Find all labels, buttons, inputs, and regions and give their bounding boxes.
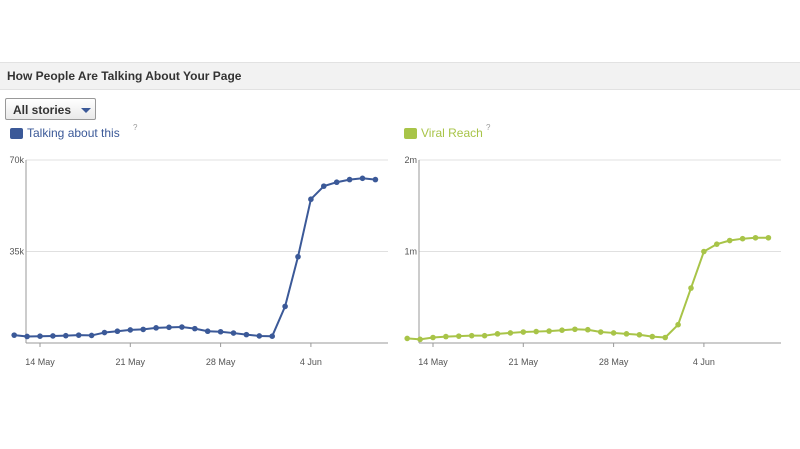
data-point — [359, 175, 366, 182]
data-point — [333, 179, 340, 186]
viral-reach-chart: 2m 1m 14 May 21 May 28 May 4 Jun — [404, 155, 781, 367]
data-point — [295, 253, 301, 260]
data-point — [623, 331, 630, 337]
data-point — [636, 331, 643, 338]
data-point — [282, 303, 288, 310]
x-tick-label: 28 May — [599, 357, 629, 367]
data-point — [269, 333, 276, 340]
data-point — [63, 332, 69, 339]
x-tick-label: 28 May — [206, 357, 236, 367]
data-point — [714, 241, 720, 247]
page-title: How People Are Talking About Your Page — [7, 69, 242, 83]
data-point — [649, 333, 656, 340]
data-point — [166, 324, 172, 331]
data-point — [572, 326, 578, 333]
data-point — [430, 334, 436, 341]
data-point — [321, 183, 327, 189]
data-point — [675, 321, 681, 328]
x-tick-label: 14 May — [418, 357, 448, 367]
legend-swatch-talking — [10, 128, 23, 139]
data-point — [204, 328, 211, 335]
y-tick-label: 35k — [9, 247, 24, 257]
data-point — [597, 329, 604, 335]
stories-filter-dropdown[interactable]: All stories — [5, 98, 96, 120]
data-point — [662, 334, 668, 341]
data-point — [192, 325, 198, 332]
chevron-down-icon — [81, 108, 91, 113]
data-point — [701, 248, 707, 255]
legend-label-viral: Viral Reach — [421, 126, 483, 140]
section-header: How People Are Talking About Your Page — [0, 62, 800, 90]
data-point — [114, 328, 121, 335]
data-point — [88, 332, 95, 339]
y-tick-label: 70k — [9, 155, 24, 165]
legend-label-talking: Talking about this — [27, 126, 120, 140]
x-tick-label: 21 May — [509, 357, 539, 367]
x-tick-label: 14 May — [25, 357, 55, 367]
data-point — [559, 327, 565, 333]
data-point — [765, 234, 772, 241]
y-tick-label: 1m — [404, 247, 417, 257]
data-point — [585, 326, 591, 333]
dropdown-label: All stories — [13, 103, 72, 117]
data-point — [481, 332, 488, 339]
data-point — [308, 196, 314, 203]
help-icon[interactable]: ? — [133, 123, 138, 132]
data-point — [179, 324, 185, 330]
data-point — [217, 328, 224, 335]
data-point — [417, 336, 423, 343]
data-point — [37, 333, 43, 340]
data-point — [127, 327, 134, 333]
data-point — [50, 333, 56, 339]
series-line — [407, 236, 769, 341]
data-point — [468, 332, 475, 339]
data-point — [520, 329, 527, 335]
data-point — [739, 235, 746, 242]
data-point — [24, 333, 30, 340]
data-point — [688, 285, 694, 291]
series-line — [14, 177, 376, 338]
data-point — [230, 330, 237, 336]
data-point — [256, 333, 263, 339]
x-tick-label: 4 Jun — [300, 357, 322, 367]
y-tick-label: 2m — [404, 155, 417, 165]
legend-swatch-viral — [404, 128, 417, 139]
x-tick-label: 21 May — [116, 357, 146, 367]
data-point — [11, 332, 17, 338]
x-tick-label: 4 Jun — [693, 357, 715, 367]
data-point — [546, 328, 552, 334]
data-point — [752, 234, 759, 241]
data-point — [101, 329, 108, 336]
data-point — [140, 326, 146, 333]
data-point — [243, 331, 250, 338]
data-point — [443, 333, 449, 340]
data-point — [75, 332, 82, 338]
data-point — [346, 176, 353, 183]
help-icon[interactable]: ? — [486, 123, 491, 132]
data-point — [726, 237, 733, 244]
data-point — [456, 333, 462, 339]
data-point — [533, 328, 539, 335]
data-point — [153, 325, 159, 331]
talking-about-this-chart: 70k 35k 14 May 21 May 28 May 4 Jun — [9, 155, 388, 367]
data-point — [507, 330, 514, 336]
data-point — [494, 331, 501, 337]
data-point — [404, 335, 410, 342]
data-point — [610, 330, 617, 336]
data-point — [372, 176, 379, 183]
